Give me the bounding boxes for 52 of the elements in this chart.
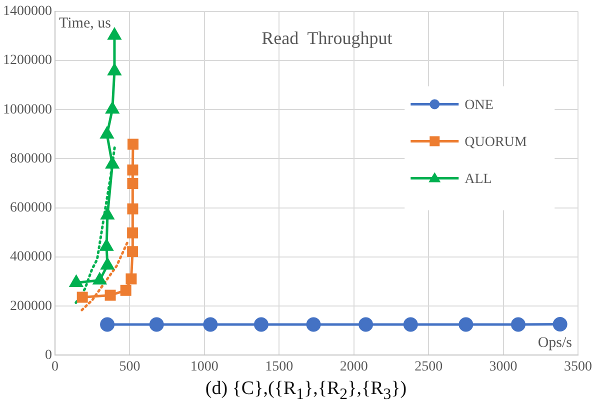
x-tick-label: 2000	[340, 359, 368, 374]
point	[70, 276, 83, 288]
x-tick-label: 2500	[414, 359, 443, 374]
point	[127, 203, 138, 214]
point	[108, 64, 121, 76]
point	[126, 273, 137, 284]
y-tick-label: 1400000	[3, 4, 52, 20]
point	[552, 317, 568, 332]
y-tick-label: 400000	[10, 250, 52, 265]
legend-label: ONE	[464, 98, 494, 113]
point	[106, 102, 119, 114]
x-tick-label: 3000	[489, 359, 518, 374]
point	[203, 317, 218, 332]
point	[120, 284, 132, 296]
point	[101, 258, 114, 270]
point	[149, 317, 164, 332]
y-tick-label: 800000	[10, 151, 52, 166]
legend-label: ALL	[464, 172, 492, 187]
point	[76, 292, 88, 303]
y-tick-label: 1000000	[3, 102, 52, 118]
x-axis-title: Ops/s	[538, 335, 572, 352]
point	[100, 127, 114, 139]
y-tick-label: 1200000	[3, 53, 52, 68]
text: Read Throughput	[262, 28, 392, 48]
x-tick-label: 3500	[564, 359, 592, 374]
point	[127, 164, 138, 176]
point	[458, 317, 474, 332]
point	[127, 227, 138, 238]
point	[358, 317, 374, 332]
point	[108, 28, 121, 40]
text: (d) {C},({R$_{1}$},{R$_{2}$},{R$_{3}$})	[204, 378, 408, 404]
point	[106, 157, 119, 169]
legend-label: QUORUM	[464, 134, 528, 150]
point	[93, 273, 106, 285]
x-tick-label: 500	[119, 359, 140, 374]
point	[254, 317, 268, 332]
point	[100, 239, 113, 251]
point	[128, 138, 138, 150]
point	[101, 208, 114, 220]
y-axis-title: Time, us	[59, 15, 112, 32]
point	[104, 290, 116, 301]
y-tick-label: 0	[45, 348, 52, 363]
point	[127, 178, 138, 190]
x-tick-label: 1000	[190, 359, 218, 374]
point	[510, 317, 526, 332]
y-tick-label: 600000	[10, 200, 52, 216]
y-tick-label: 200000	[10, 298, 52, 314]
x-tick-label: 1500	[265, 359, 294, 374]
point	[403, 317, 418, 332]
point	[100, 317, 115, 332]
point	[127, 246, 138, 258]
point	[306, 317, 321, 332]
